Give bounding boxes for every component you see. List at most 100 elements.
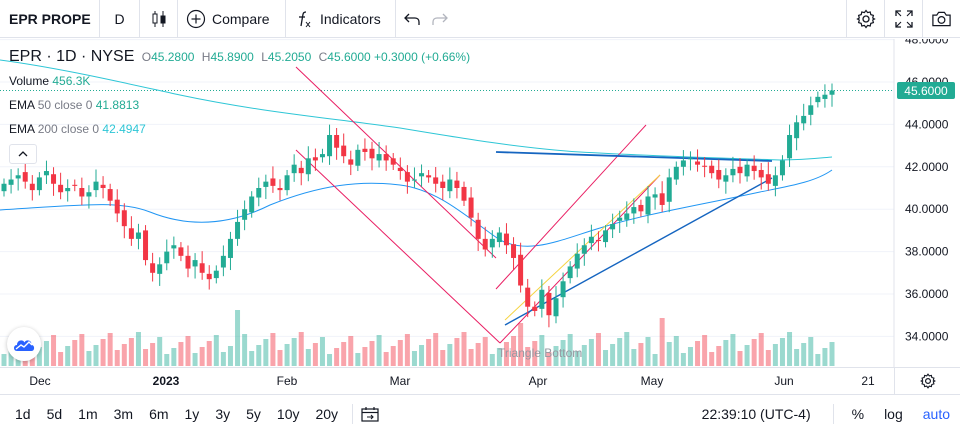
candle-body bbox=[695, 161, 701, 165]
candle-body bbox=[93, 181, 99, 191]
candle-body bbox=[383, 154, 389, 161]
volume-bar bbox=[567, 334, 573, 366]
volume-bar bbox=[213, 335, 219, 366]
volume-bar bbox=[737, 351, 743, 366]
volume-bar bbox=[532, 341, 538, 366]
candle-body bbox=[376, 154, 382, 161]
snapshot-button[interactable] bbox=[922, 0, 960, 38]
volume-bar bbox=[277, 350, 283, 366]
volume-bar bbox=[362, 347, 368, 366]
gear-icon bbox=[855, 9, 876, 29]
candle-body bbox=[744, 164, 750, 177]
volume-bar bbox=[702, 335, 708, 366]
price-tick: 42.0000 bbox=[905, 160, 949, 174]
channel-line-lower bbox=[295, 149, 501, 344]
symbol-search-button[interactable]: EPR PROPE bbox=[0, 0, 100, 38]
candle-body bbox=[624, 213, 630, 220]
volume-bar bbox=[178, 342, 184, 366]
indicators-label: Indicators bbox=[320, 10, 381, 27]
chart-type-button[interactable] bbox=[140, 0, 178, 38]
volume-bar bbox=[454, 338, 460, 366]
tradingview-logo[interactable] bbox=[7, 327, 41, 361]
volume-bar bbox=[58, 352, 64, 366]
redo-icon[interactable] bbox=[432, 12, 448, 26]
volume-bar bbox=[143, 349, 149, 366]
time-axis[interactable]: Dec 2023 Feb Mar Apr May Jun 21 bbox=[0, 367, 960, 394]
price-tick: 40.0000 bbox=[905, 202, 949, 216]
volume-bar bbox=[638, 343, 644, 366]
volume-bar bbox=[199, 347, 205, 366]
candle-body bbox=[58, 184, 64, 193]
volume-bar bbox=[256, 345, 262, 366]
range-5d-button[interactable]: 5d bbox=[46, 406, 63, 422]
compare-label: Compare bbox=[212, 10, 270, 27]
candle-body bbox=[829, 90, 835, 95]
plus-circle-icon bbox=[186, 9, 206, 28]
goto-date-button[interactable] bbox=[361, 406, 379, 422]
percent-scale-toggle[interactable]: % bbox=[851, 406, 865, 422]
legend-collapse-button[interactable] bbox=[9, 144, 37, 164]
volume-bar bbox=[447, 344, 453, 366]
time-tick: May bbox=[640, 374, 664, 388]
candle-body bbox=[178, 247, 184, 256]
divider bbox=[352, 404, 354, 424]
candle-body bbox=[815, 96, 821, 103]
candle-body bbox=[107, 189, 113, 201]
candle-body bbox=[51, 174, 57, 184]
range-1m-button[interactable]: 1m bbox=[78, 406, 98, 422]
volume-bar bbox=[631, 349, 637, 366]
volume-bar bbox=[135, 332, 141, 366]
volume-bar bbox=[43, 341, 49, 366]
volume-bar bbox=[716, 346, 722, 366]
candle-body bbox=[461, 186, 467, 201]
volume-bar bbox=[525, 347, 531, 366]
range-5y-button[interactable]: 5y bbox=[246, 406, 261, 422]
volume-bar bbox=[503, 342, 509, 366]
volume-bar bbox=[595, 333, 601, 366]
timezone-clock[interactable]: 22:39:10 (UTC-4) bbox=[701, 406, 811, 422]
candle-body bbox=[157, 264, 163, 274]
divider bbox=[832, 404, 834, 424]
log-scale-toggle[interactable]: log bbox=[884, 406, 903, 422]
candle-body bbox=[277, 188, 283, 191]
indicators-button[interactable]: Indicators bbox=[286, 0, 396, 38]
candle-body bbox=[581, 245, 587, 254]
candle-body bbox=[447, 179, 453, 192]
compare-button[interactable]: Compare bbox=[178, 0, 286, 38]
range-6m-button[interactable]: 6m bbox=[149, 406, 169, 422]
function-icon bbox=[299, 10, 311, 27]
candle-body bbox=[440, 181, 446, 188]
range-3m-button[interactable]: 3m bbox=[113, 406, 134, 422]
candle-body bbox=[610, 224, 616, 230]
chart-pane[interactable]: Triangle Bottom 48.000046.000044.000042.… bbox=[0, 39, 960, 367]
interval-button[interactable]: D bbox=[100, 0, 140, 38]
candle-body bbox=[284, 175, 290, 191]
candle-body bbox=[680, 160, 686, 167]
volume-bar bbox=[744, 345, 750, 366]
volume-bar bbox=[319, 337, 325, 366]
range-20y-button[interactable]: 20y bbox=[315, 406, 339, 422]
candle-body bbox=[454, 180, 460, 188]
range-1d-button[interactable]: 1d bbox=[15, 406, 31, 422]
chart-canvas[interactable]: Triangle Bottom 48.000046.000044.000042.… bbox=[0, 39, 960, 367]
price-tick: 34.0000 bbox=[905, 329, 949, 343]
volume-bar bbox=[801, 343, 807, 366]
candle-body bbox=[29, 183, 35, 191]
volume-bar bbox=[574, 351, 580, 366]
fullscreen-button[interactable] bbox=[884, 0, 922, 38]
volume-bar bbox=[270, 333, 276, 366]
auto-scale-toggle[interactable]: auto bbox=[922, 406, 950, 422]
candle-body bbox=[150, 263, 156, 273]
range-3y-button[interactable]: 3y bbox=[215, 406, 231, 422]
range-1y-button[interactable]: 1y bbox=[184, 406, 200, 422]
undo-icon[interactable] bbox=[404, 12, 420, 26]
range-10y-button[interactable]: 10y bbox=[276, 406, 300, 422]
candle-body bbox=[249, 196, 255, 213]
candle-body bbox=[100, 184, 106, 188]
axis-settings-button[interactable] bbox=[894, 368, 960, 394]
candle-body bbox=[411, 179, 417, 181]
volume-bar bbox=[1, 354, 7, 366]
candle-body bbox=[511, 244, 517, 258]
settings-button[interactable] bbox=[846, 0, 884, 38]
camera-icon bbox=[932, 11, 951, 27]
